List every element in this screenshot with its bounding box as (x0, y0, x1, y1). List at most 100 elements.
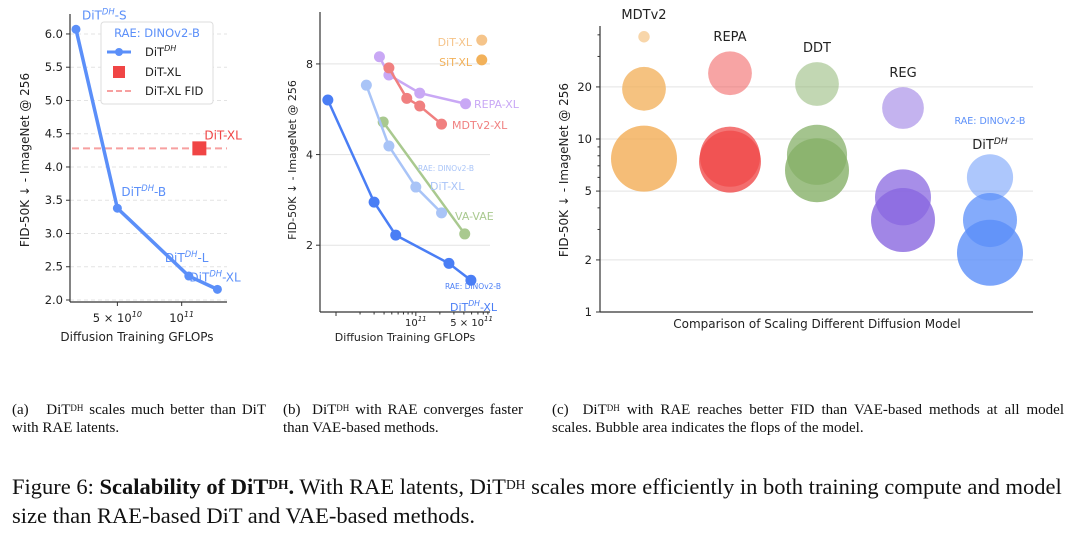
y-tick-label: 6.0 (45, 27, 63, 41)
series-label: REPA-XL (474, 98, 520, 111)
caption-c-text: with RAE reaches better FID than VAE-bas… (552, 402, 1064, 436)
data-point (360, 79, 372, 91)
caption-b-pre: DiT (312, 402, 337, 418)
y-tick-label: 1 (585, 305, 592, 319)
y-tick-label: 2 (585, 253, 592, 267)
y-axis-label: FID-50K ↓ - ImageNet @ 256 (557, 83, 571, 257)
caption-c-sup: DH (606, 403, 620, 413)
x-tick-label: 5 × 1010 (93, 310, 142, 325)
caption-c-pre: DiT (582, 402, 607, 418)
data-point (368, 196, 380, 208)
x-tick-label: 1011 (169, 310, 194, 325)
figure-text-sup: DH (505, 477, 526, 492)
data-point (436, 207, 448, 219)
x-tick-label: 5 × 1011 (450, 315, 493, 329)
bubble (708, 51, 752, 96)
data-point (465, 274, 477, 286)
group-label: REPA (713, 30, 746, 45)
figure-text-pre: With RAE latents, DiT (294, 474, 506, 499)
data-point (414, 87, 426, 99)
data-point (112, 203, 122, 213)
bubble (871, 188, 935, 253)
bubble (882, 87, 924, 129)
data-point (383, 62, 395, 74)
figure-caption: Figure 6: Scalability of DiTDH. With RAE… (12, 472, 1068, 530)
bubble (795, 62, 839, 106)
y-axis-label: FID-50K ↓ - ImageNet @ 256 (18, 73, 32, 247)
figure-title: Scalability of DiTDH. (99, 474, 295, 499)
bubble (699, 130, 761, 193)
data-point (414, 100, 426, 112)
data-point (410, 181, 422, 193)
caption-b: (b) DiTDH with RAE converges faster than… (283, 401, 523, 437)
caption-c-label: (c) (552, 402, 569, 418)
legend-entry: DiT-XL FID (145, 84, 204, 98)
legend-entry: DiT-XL (145, 65, 181, 79)
bubble (957, 219, 1023, 286)
data-point (401, 92, 413, 104)
group-note-label: RAE: DINOv2-B (955, 116, 1026, 127)
legend-entry: DiTDH (145, 44, 176, 59)
data-point (184, 271, 194, 281)
figure-number: Figure 6: (12, 474, 94, 499)
y-tick-label: 4 (306, 149, 313, 162)
bubble (785, 138, 849, 203)
y-tick-label: 2 (306, 239, 313, 252)
y-tick-label: 2.0 (45, 293, 63, 307)
series-note-label: RAE: DINOv2-B (418, 164, 474, 173)
caption-a-label: (a) (12, 402, 29, 418)
data-point (322, 94, 334, 106)
series-label: MDTv2-XL (452, 119, 508, 132)
x-axis-label: Diffusion Training GFLOPs (335, 331, 476, 344)
bubble (611, 125, 677, 192)
y-tick-label: 4.5 (45, 127, 63, 141)
point-label: DiTDH-L (165, 249, 209, 265)
data-point (383, 140, 395, 152)
series-label: VA-VAE (455, 210, 494, 223)
y-tick-label: 5 (585, 184, 592, 198)
caption-c: (c) DiTDH with RAE reaches better FID th… (552, 401, 1064, 437)
caption-a-pre: DiT (46, 402, 71, 418)
data-point (71, 24, 81, 34)
data-point (476, 34, 488, 46)
bubble (622, 66, 666, 111)
y-tick-label: 10 (577, 132, 592, 146)
group-label: DDT (803, 41, 831, 56)
series-label: DiT-XL (438, 36, 473, 49)
y-tick-label: 3.0 (45, 226, 63, 240)
series-line-dit-dh (74, 28, 219, 291)
caption-b-text: with RAE converges faster than VAE-based… (283, 402, 524, 436)
data-point-dit-xl (192, 141, 207, 156)
legend-title: RAE: DINOv2-B (114, 26, 200, 40)
series-line (382, 121, 466, 235)
y-tick-label: 20 (577, 80, 592, 94)
series-label: DiTDH-XL (450, 299, 498, 314)
group-label: REG (889, 66, 916, 81)
y-tick-label: 8 (306, 58, 313, 71)
caption-a: (a) DiTDH scales much better than DiT wi… (12, 401, 266, 437)
series-label: DiT-XL (430, 180, 465, 193)
data-point (436, 118, 448, 130)
y-tick-label: 5.5 (45, 60, 63, 74)
caption-a-sup: DH (70, 403, 84, 413)
data-point (373, 51, 385, 63)
point-label: DiTDH-S (82, 6, 127, 22)
caption-b-label: (b) (283, 402, 301, 418)
y-tick-label: 2.5 (45, 260, 63, 274)
y-tick-label: 5.0 (45, 93, 63, 107)
x-axis-label: Comparison of Scaling Different Diffusio… (673, 317, 961, 331)
series-line (365, 84, 443, 214)
group-label: MDTv2 (621, 8, 666, 23)
series-line (387, 67, 443, 126)
y-tick-label: 4.0 (45, 160, 63, 174)
caption-b-sup: DH (336, 403, 350, 413)
data-point (212, 284, 222, 294)
point-label: DiT-XL (204, 128, 242, 142)
data-point (459, 228, 471, 240)
point-label: DiTDH-XL (189, 268, 241, 284)
y-axis-label: FID-50K ↓ - ImageNet @ 256 (286, 80, 299, 240)
group-label: DiTDH (972, 137, 1008, 153)
y-tick-label: 3.5 (45, 193, 63, 207)
data-point (460, 98, 472, 110)
